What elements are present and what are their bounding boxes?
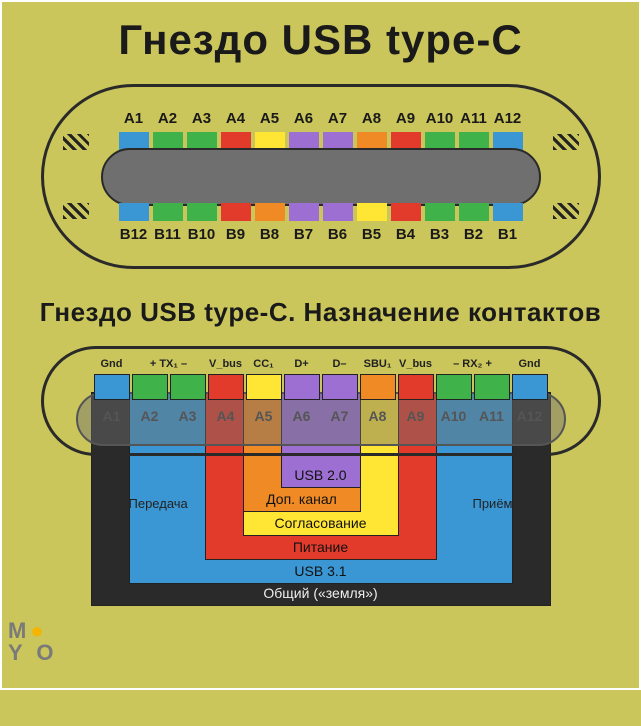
pin [459, 203, 489, 221]
pin-label: A1 [119, 110, 149, 127]
pin-label: B8 [255, 226, 285, 243]
pin-id: A7 [322, 408, 358, 424]
pin-function: – RX₂ + [435, 358, 511, 370]
pin-label: A5 [255, 110, 285, 127]
pin [119, 203, 149, 221]
pin [170, 374, 206, 400]
pin-label: A10 [425, 110, 455, 127]
pin-label: A4 [221, 110, 251, 127]
pin-label: B6 [323, 226, 353, 243]
row-pins-b [119, 203, 523, 221]
pin [284, 374, 320, 400]
hatch-top-left [63, 134, 89, 150]
pin [221, 203, 251, 221]
pin-label: B4 [391, 226, 421, 243]
hatch-bottom-right [553, 203, 579, 219]
pin-function: V_bus [397, 358, 435, 370]
pin-id: A2 [132, 408, 168, 424]
pin-label: A8 [357, 110, 387, 127]
pin-function: CC₁ [245, 358, 283, 370]
pin-label: B2 [459, 226, 489, 243]
pin [398, 374, 434, 400]
row-labels-b: B12B11B10B9B8B7B6B5B4B3B2B1 [119, 226, 523, 243]
pin [493, 203, 523, 221]
pin-label: B9 [221, 226, 251, 243]
tongue [101, 148, 541, 206]
row-pin-ids: A1A2A3A4A5A6A7A8A9A10A11A12 [94, 408, 548, 424]
pin-label: A6 [289, 110, 319, 127]
pin-label: A2 [153, 110, 183, 127]
pin-label: B5 [357, 226, 387, 243]
pin-label: B11 [153, 226, 183, 243]
pin-id: A12 [512, 408, 548, 424]
pin-id: A10 [436, 408, 472, 424]
pin [391, 203, 421, 221]
pin [132, 374, 168, 400]
pin-label: B10 [187, 226, 217, 243]
pin-label: B7 [289, 226, 319, 243]
pin-id: A1 [94, 408, 130, 424]
pin-function: Gnd [93, 358, 131, 370]
pin [208, 374, 244, 400]
pin [289, 203, 319, 221]
pin [94, 374, 130, 400]
pin-id: A11 [474, 408, 510, 424]
pin [322, 374, 358, 400]
pin-label: B3 [425, 226, 455, 243]
pin [512, 374, 548, 400]
label-transmit: Передача [129, 496, 188, 511]
pin-label: A7 [323, 110, 353, 127]
pin-label: A3 [187, 110, 217, 127]
pin-label: A11 [459, 110, 489, 127]
pin [255, 203, 285, 221]
pin-id: A3 [170, 408, 206, 424]
pin-label: B1 [493, 226, 523, 243]
pin-function: Gnd [511, 358, 549, 370]
pin [187, 203, 217, 221]
pin-function: V_bus [207, 358, 245, 370]
pin-label: A12 [493, 110, 523, 127]
row-functions: Gnd+ TX₁ –V_busCC₁D+D–SBU₁V_bus– RX₂ +Gn… [93, 358, 549, 370]
hatch-bottom-left [63, 203, 89, 219]
main-title: Гнездо USB type-C [2, 2, 639, 64]
sub-title: Гнездо USB type-C. Назначение контактов [2, 297, 639, 328]
pin-label: A9 [391, 110, 421, 127]
hatch-top-right [553, 134, 579, 150]
pin [357, 203, 387, 221]
pin-id: A8 [360, 408, 396, 424]
row-labels-a: A1A2A3A4A5A6A7A8A9A10A11A12 [119, 110, 523, 127]
pin [246, 374, 282, 400]
connector-bottom-wrap: Общий («земля»)USB 3.1ПитаниеСогласовани… [41, 346, 601, 726]
logo-moyo: M● Y O [8, 620, 58, 664]
connector-top: A1A2A3A4A5A6A7A8A9A10A11A12 B12B11B10B9B… [41, 84, 601, 269]
connector-bottom: Gnd+ TX₁ –V_busCC₁D+D–SBU₁V_bus– RX₂ +Gn… [41, 346, 601, 456]
pin-id: A9 [398, 408, 434, 424]
row-pins-2 [94, 374, 548, 400]
pin-function: SBU₁ [359, 358, 397, 370]
pin [323, 203, 353, 221]
label-receive: Приём [472, 496, 512, 511]
pin-function: D– [321, 358, 359, 370]
pin [436, 374, 472, 400]
pin-id: A4 [208, 408, 244, 424]
pin-id: A6 [284, 408, 320, 424]
pin-label: B12 [119, 226, 149, 243]
pin-function: D+ [283, 358, 321, 370]
pin [153, 203, 183, 221]
pin [360, 374, 396, 400]
pin-function: + TX₁ – [131, 358, 207, 370]
pin [474, 374, 510, 400]
pin [425, 203, 455, 221]
pin-id: A5 [246, 408, 282, 424]
